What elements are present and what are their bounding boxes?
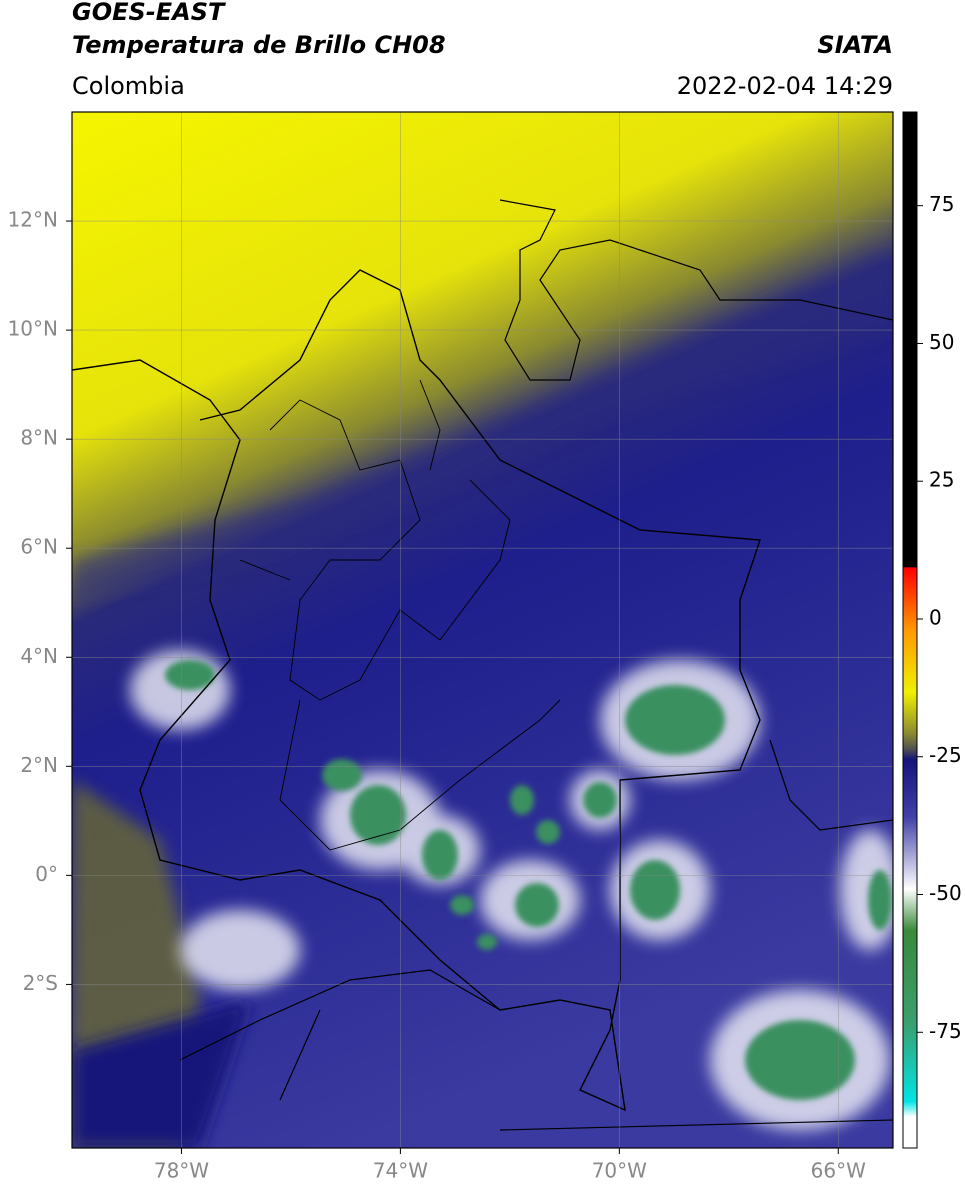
borders — [72, 269, 761, 1112]
lat-tick-label: 8°N — [20, 426, 58, 450]
colorbar — [902, 111, 918, 1149]
coastlines — [179, 199, 893, 1131]
cloud-edge — [72, 250, 893, 600]
lat-tick-label: 12°N — [8, 208, 58, 232]
colorbar-tick-label: -25 — [929, 743, 962, 767]
lat-tick-label: 2°N — [20, 753, 58, 777]
colorbar-tick-label: -75 — [929, 1019, 962, 1043]
lon-tick-label: 78°W — [154, 1159, 209, 1183]
colorbar-tick-label: 25 — [929, 468, 954, 492]
cold-cloud-tops — [165, 660, 892, 1100]
lat-tick-label: 2°S — [23, 971, 58, 995]
colorbar-tick-label: 75 — [929, 192, 954, 216]
lat-tick-label: 6°N — [20, 535, 58, 559]
grid — [72, 112, 893, 1148]
colorbar-tick-label: -50 — [929, 881, 962, 905]
source-label: SIATA — [817, 31, 893, 59]
lon-tick-label: 74°W — [373, 1159, 428, 1183]
map-frame — [71, 111, 894, 1149]
region-label: Colombia — [72, 72, 185, 100]
lat-tick-label: 0° — [35, 862, 58, 886]
lon-tick-label: 70°W — [592, 1159, 647, 1183]
colorbar-tick-label: 0 — [929, 605, 942, 629]
product-title: Temperatura de Brillo CH08 — [72, 31, 446, 59]
lon-tick-label: 66°W — [811, 1159, 866, 1183]
lat-tick-label: 10°N — [8, 317, 58, 341]
cold-area — [72, 1000, 250, 1148]
lat-tick-label: 4°N — [20, 644, 58, 668]
satellite-title: GOES-EAST — [72, 0, 226, 26]
colorbar-tick-label: 50 — [929, 330, 954, 354]
department-borders — [239, 379, 561, 851]
datetime-label: 2022-02-04 14:29 — [677, 72, 893, 100]
satellite-image — [72, 112, 893, 1148]
